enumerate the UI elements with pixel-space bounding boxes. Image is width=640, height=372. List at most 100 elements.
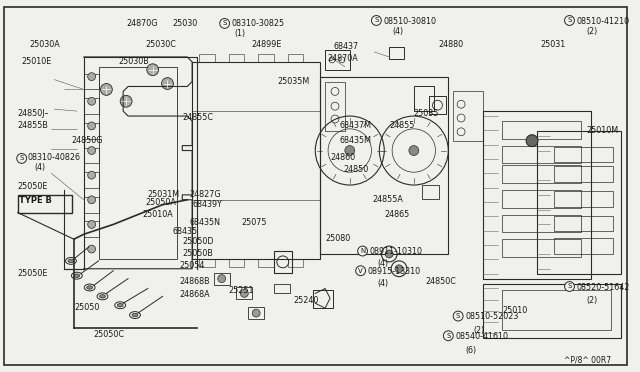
- Text: (4): (4): [35, 163, 45, 172]
- Circle shape: [252, 309, 260, 317]
- Bar: [84, 197, 99, 213]
- Bar: [228, 259, 244, 267]
- Bar: [258, 54, 274, 62]
- Text: 25035M: 25035M: [278, 77, 310, 86]
- Bar: [314, 291, 333, 308]
- Bar: [325, 50, 350, 70]
- Text: S: S: [456, 313, 460, 319]
- Ellipse shape: [99, 295, 106, 298]
- Text: 24850C: 24850C: [426, 277, 456, 286]
- Text: 08510-41210: 08510-41210: [577, 16, 630, 26]
- Text: S: S: [223, 20, 227, 26]
- Text: 24870G: 24870G: [126, 19, 157, 29]
- Bar: [554, 215, 613, 231]
- Bar: [554, 166, 613, 182]
- Text: 68435N: 68435N: [189, 218, 220, 227]
- Text: 25031M: 25031M: [148, 190, 180, 199]
- Text: 24850J–: 24850J–: [18, 109, 49, 118]
- Ellipse shape: [72, 272, 83, 279]
- Bar: [483, 283, 621, 338]
- Bar: [502, 291, 611, 330]
- Text: (2): (2): [586, 296, 598, 305]
- Circle shape: [526, 135, 538, 147]
- Text: 25010A: 25010A: [143, 210, 173, 219]
- Circle shape: [88, 245, 95, 253]
- Text: S: S: [567, 17, 572, 23]
- Ellipse shape: [84, 284, 95, 291]
- Circle shape: [395, 265, 403, 273]
- Bar: [214, 273, 230, 285]
- Bar: [84, 98, 99, 114]
- Text: 25050A: 25050A: [146, 198, 177, 207]
- Circle shape: [120, 95, 132, 107]
- Text: S: S: [446, 333, 451, 339]
- Circle shape: [147, 64, 159, 76]
- Text: (4): (4): [378, 279, 388, 288]
- Text: (1): (1): [234, 29, 246, 38]
- Bar: [502, 165, 581, 183]
- Ellipse shape: [115, 302, 125, 309]
- Circle shape: [564, 16, 575, 25]
- Text: S: S: [19, 155, 24, 161]
- Text: 24880: 24880: [438, 40, 463, 49]
- Bar: [422, 185, 440, 199]
- Text: 25010E: 25010E: [22, 57, 52, 66]
- Text: 24827G: 24827G: [189, 190, 221, 199]
- Bar: [84, 74, 99, 89]
- Circle shape: [345, 145, 355, 155]
- Text: 68437: 68437: [333, 42, 358, 51]
- Circle shape: [88, 221, 95, 228]
- Circle shape: [444, 331, 453, 341]
- Ellipse shape: [97, 293, 108, 300]
- Text: 25054: 25054: [179, 261, 205, 270]
- Text: 25075: 25075: [241, 218, 267, 227]
- Bar: [18, 195, 72, 213]
- Ellipse shape: [129, 312, 140, 318]
- Bar: [84, 172, 99, 188]
- Text: 24870A: 24870A: [327, 54, 358, 63]
- Circle shape: [453, 311, 463, 321]
- Text: 25010: 25010: [502, 306, 528, 315]
- Circle shape: [371, 16, 381, 25]
- Text: 08510-30810: 08510-30810: [383, 16, 436, 26]
- Text: 08310-40826: 08310-40826: [28, 154, 81, 163]
- Bar: [389, 47, 404, 59]
- Text: 25030A: 25030A: [29, 40, 60, 49]
- Bar: [199, 54, 215, 62]
- Text: (2): (2): [473, 326, 484, 335]
- Circle shape: [564, 282, 575, 291]
- Text: 08540-41610: 08540-41610: [455, 332, 508, 341]
- Text: 25031: 25031: [540, 40, 565, 49]
- Text: 25251: 25251: [228, 286, 254, 295]
- Bar: [274, 251, 292, 273]
- Circle shape: [385, 250, 393, 258]
- Text: 24868B: 24868B: [179, 277, 210, 286]
- Circle shape: [161, 78, 173, 89]
- Text: 24850: 24850: [343, 165, 368, 174]
- Circle shape: [17, 154, 27, 163]
- Text: (6): (6): [465, 346, 476, 355]
- Circle shape: [88, 97, 95, 105]
- Bar: [502, 239, 581, 257]
- Text: (4): (4): [378, 259, 388, 268]
- Text: 24865: 24865: [384, 210, 410, 219]
- Text: 08310-30825: 08310-30825: [232, 19, 285, 29]
- Bar: [236, 288, 252, 299]
- Bar: [228, 54, 244, 62]
- Circle shape: [88, 73, 95, 81]
- Text: 24850G: 24850G: [71, 136, 102, 145]
- Text: 25050B: 25050B: [182, 249, 213, 258]
- Text: 24860: 24860: [330, 153, 355, 161]
- Circle shape: [356, 266, 365, 276]
- Text: 25035: 25035: [414, 109, 439, 118]
- Text: 24855B: 24855B: [18, 121, 49, 130]
- Text: 25030B: 25030B: [118, 57, 149, 66]
- Bar: [258, 259, 274, 267]
- Bar: [192, 62, 320, 259]
- Bar: [483, 111, 591, 279]
- Bar: [537, 131, 621, 274]
- Text: 24899E: 24899E: [252, 40, 282, 49]
- Text: 25030: 25030: [172, 19, 198, 29]
- Text: 24855A: 24855A: [372, 195, 403, 204]
- Circle shape: [220, 19, 230, 28]
